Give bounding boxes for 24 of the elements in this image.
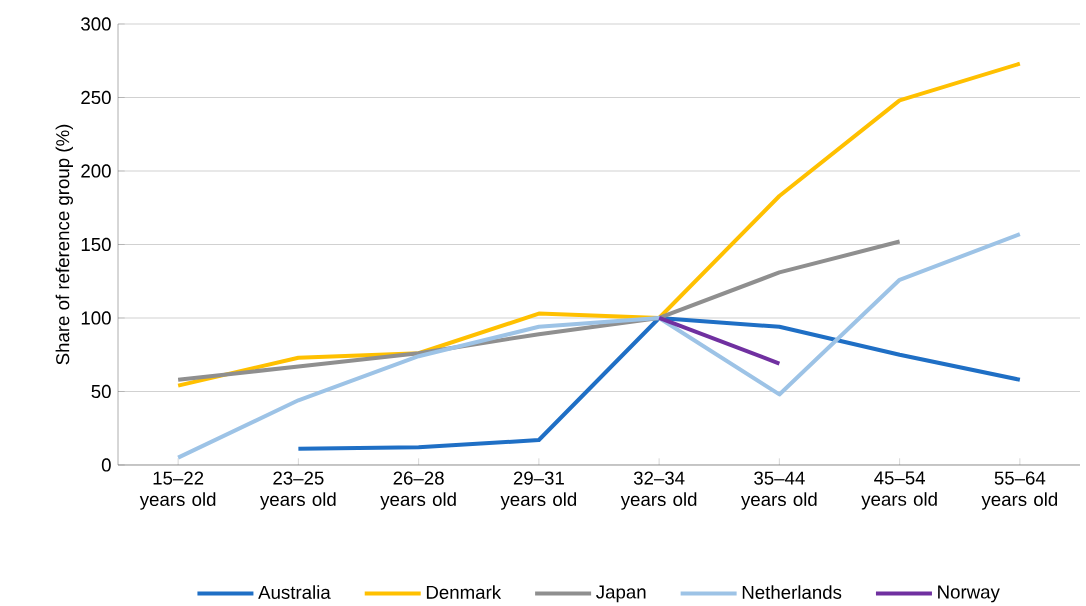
line-series (296, 315, 1022, 451)
legend-label: Denmark (426, 585, 502, 599)
x-tick-label: 26–28 years old (380, 471, 456, 510)
x-tick-label: 55–64 years old (981, 471, 1058, 510)
y-tick-label: 50 (91, 384, 111, 399)
x-tick-label: 23–25 years old (260, 471, 336, 510)
x-tick-label: 32–34 years old (620, 471, 697, 510)
y-tick-label: 300 (81, 17, 111, 31)
y-tick-label: 200 (81, 164, 111, 178)
y-tick-label: 100 (81, 311, 111, 325)
line-series (176, 61, 1022, 388)
x-tick-label: 45–54 years old (861, 471, 937, 510)
legend-label: Australia (258, 585, 331, 599)
y-tick-label: 150 (81, 237, 111, 252)
line-series (176, 232, 1022, 460)
y-axis-title: Share of reference group (%) (55, 124, 73, 365)
x-tick-label: 35–44 years old (741, 471, 817, 510)
y-tick-label: 250 (81, 90, 111, 105)
legend-label: Netherlands (742, 585, 842, 599)
x-tick-label: 29–31 years old (500, 471, 577, 510)
y-tick-label: 0 (101, 458, 111, 472)
legend-label: Japan (596, 585, 646, 603)
legend-label: Norway (938, 585, 1000, 603)
x-tick-label: 15–22 years old (139, 471, 216, 510)
